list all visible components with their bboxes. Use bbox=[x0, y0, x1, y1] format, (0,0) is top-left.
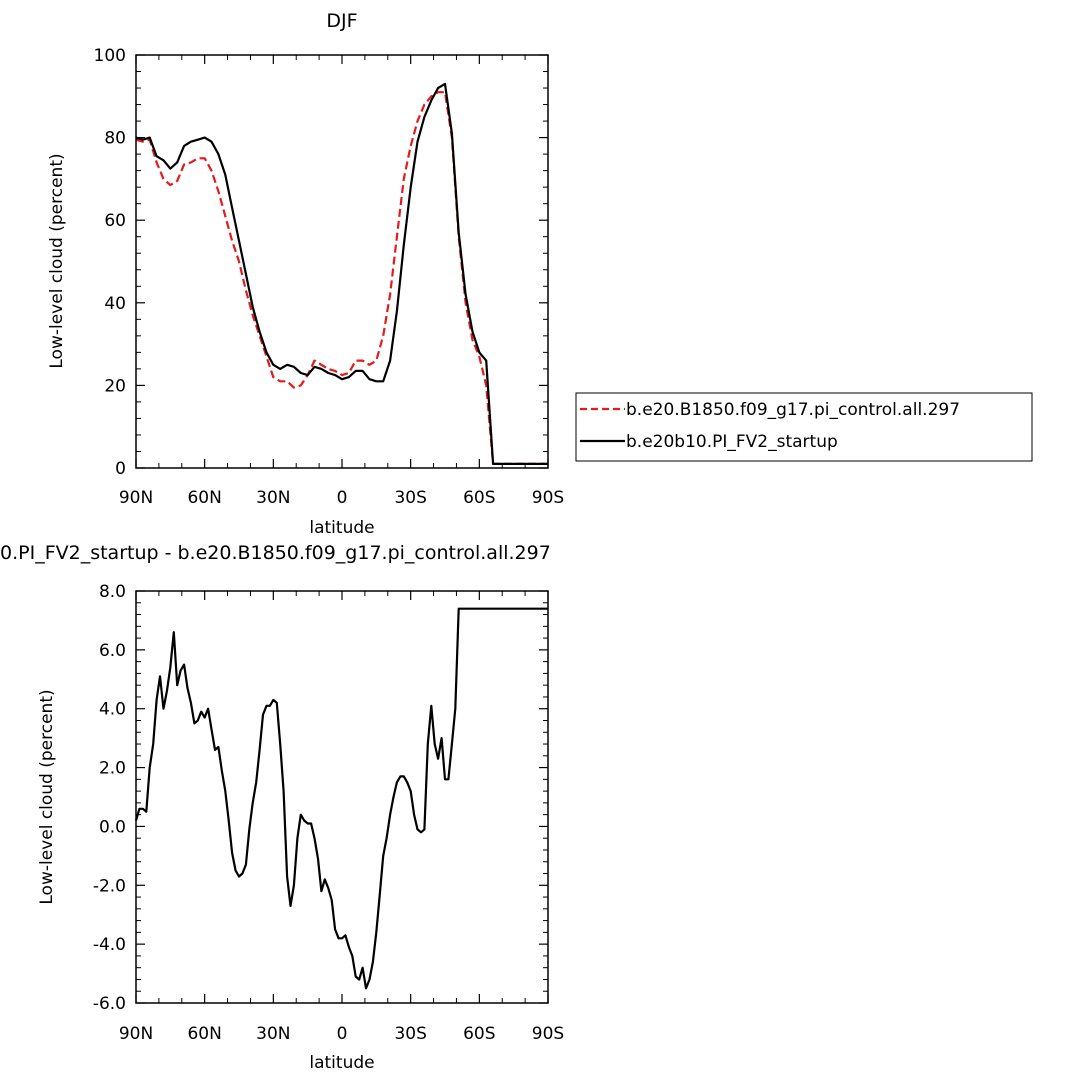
bottom-ticks: 90N 60N 30N 0 30S 60S 90S -6.0 -4.0 -2.0 0.0 2.0 4.0… bbox=[93, 582, 564, 1044]
y-tick-label: 80 bbox=[104, 129, 126, 149]
x-tick-label: 30S bbox=[394, 1024, 426, 1044]
top-series bbox=[135, 82, 548, 465]
y-tick-label: 2.0 bbox=[99, 759, 126, 779]
y-tick-label: 60 bbox=[104, 211, 126, 231]
bottom-y-axis-label: Low-level cloud (percent) bbox=[37, 689, 57, 904]
legend-label-fv2: b.e20b10.PI_FV2_startup bbox=[626, 432, 838, 452]
x-tick-label: 30S bbox=[394, 488, 426, 508]
x-tick-label: 60S bbox=[463, 1024, 495, 1044]
x-tick-label: 90N bbox=[119, 1024, 153, 1044]
legend-box bbox=[575, 392, 1033, 462]
bottom-panel: 0.PI_FV2_startup - b.e20.B1850.f09_g17.p… bbox=[0, 542, 564, 1073]
x-tick-label: 60N bbox=[187, 1024, 221, 1044]
y-tick-label: -4.0 bbox=[93, 935, 126, 955]
top-chart-title: DJF bbox=[326, 10, 357, 32]
x-tick-label: 90S bbox=[532, 488, 564, 508]
bottom-plot-frame bbox=[135, 590, 549, 1004]
x-tick-label: 0 bbox=[337, 488, 348, 508]
y-tick-label: 6.0 bbox=[99, 641, 126, 661]
series-line-2 bbox=[135, 82, 548, 465]
y-tick-label: -2.0 bbox=[93, 876, 126, 896]
y-tick-label: 8.0 bbox=[99, 582, 126, 602]
series-line-1 bbox=[135, 91, 548, 465]
top-y-axis-label: Low-level cloud (percent) bbox=[47, 153, 67, 368]
legend: b.e20.B1850.f09_g17.pi_control.all.297 b… bbox=[575, 392, 1033, 462]
y-tick-label: 100 bbox=[94, 46, 126, 66]
x-tick-label: 60N bbox=[187, 488, 221, 508]
bottom-x-axis-label: latitude bbox=[309, 1053, 374, 1073]
x-tick-label: 0 bbox=[337, 1024, 348, 1044]
bottom-series bbox=[134, 607, 548, 990]
y-tick-label: 20 bbox=[104, 376, 126, 396]
x-tick-label: 90S bbox=[532, 1024, 564, 1044]
top-ticks: 90N 60N 30N 0 30S 60S 90S 0 20 40 60 80 100 bbox=[94, 46, 565, 508]
series-line-1 bbox=[134, 607, 548, 990]
y-tick-label: 0.0 bbox=[99, 817, 126, 837]
top-x-axis-label: latitude bbox=[309, 518, 374, 538]
legend-label-control: b.e20.B1850.f09_g17.pi_control.all.297 bbox=[626, 400, 960, 420]
x-tick-label: 30N bbox=[256, 1024, 290, 1044]
x-tick-label: 90N bbox=[119, 488, 153, 508]
bottom-chart-title: 0.PI_FV2_startup - b.e20.B1850.f09_g17.p… bbox=[0, 542, 551, 564]
y-tick-label: -6.0 bbox=[93, 994, 126, 1014]
top-panel: DJF Low-level cloud (percent) latitude 9… bbox=[47, 10, 564, 538]
x-tick-label: 30N bbox=[256, 488, 290, 508]
y-tick-label: 0 bbox=[115, 459, 126, 479]
y-tick-label: 4.0 bbox=[99, 700, 126, 720]
x-tick-label: 60S bbox=[463, 488, 495, 508]
y-tick-label: 40 bbox=[104, 294, 126, 314]
top-plot-frame bbox=[135, 54, 549, 469]
